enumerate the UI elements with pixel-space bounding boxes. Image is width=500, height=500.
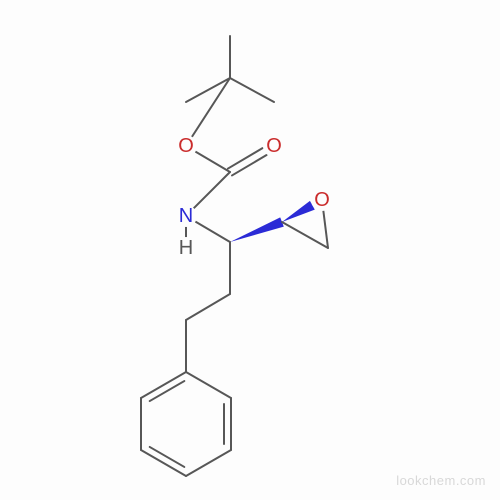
- svg-text:O: O: [314, 189, 330, 211]
- watermark-text: lookchem.com: [396, 473, 486, 488]
- svg-text:O: O: [266, 135, 282, 157]
- svg-text:H: H: [179, 237, 193, 259]
- svg-text:O: O: [178, 135, 194, 157]
- svg-text:N: N: [179, 205, 193, 227]
- chemical-structure: O O NH O: [0, 0, 500, 500]
